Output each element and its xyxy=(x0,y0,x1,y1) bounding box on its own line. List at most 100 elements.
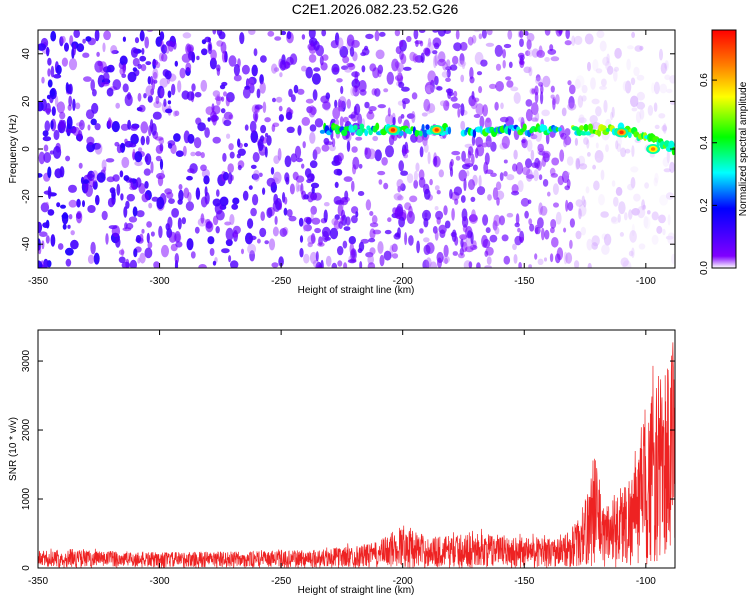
spectrogram-noise-cell xyxy=(469,67,474,80)
spectrogram-noise-cell xyxy=(439,229,446,238)
spectrogram-noise-cell xyxy=(541,150,551,159)
spectrogram-noise-cell xyxy=(459,53,465,65)
spectrogram-noise-cell xyxy=(111,189,116,200)
spectrogram-noise-cell xyxy=(429,178,433,186)
spectrogram-noise-cell xyxy=(665,192,674,200)
spectrogram-noise-cell xyxy=(450,96,458,102)
spectrogram-noise-cell xyxy=(561,107,567,117)
spectrogram-noise-cell xyxy=(209,248,215,256)
spectrogram-noise-cell xyxy=(443,244,449,258)
spectrogram-noise-cell xyxy=(44,108,52,113)
spectrogram-noise-cell xyxy=(471,153,475,165)
spectrogram-noise-cell xyxy=(408,205,413,218)
spectrogram-noise-cell xyxy=(575,75,585,88)
spectrogram-noise-cell xyxy=(544,57,550,62)
spectrogram-noise-cell xyxy=(633,66,640,77)
spectrogram-noise-cell xyxy=(475,103,484,116)
spectrogram-noise-cell xyxy=(278,256,284,267)
spectrogram-noise-cell xyxy=(534,253,538,260)
spectrogram-noise-cell xyxy=(434,206,439,211)
spectrogram-noise-cell xyxy=(594,150,604,163)
spectrogram-noise-cell xyxy=(68,214,73,220)
spectrogram-noise-cell xyxy=(278,105,283,112)
colorbar-tick-label: 0.0 xyxy=(699,261,710,275)
spectrogram-noise-cell xyxy=(286,126,295,133)
spectrogram-noise-cell xyxy=(285,176,290,185)
spectrogram-noise-cell xyxy=(324,141,333,146)
spectrogram-noise-cell xyxy=(460,103,465,117)
spectrogram-noise-cell xyxy=(578,208,582,220)
spectrogram-noise-cell xyxy=(273,67,280,72)
spectrogram-noise-cell xyxy=(83,76,92,82)
spectrogram-noise-cell xyxy=(43,144,49,152)
spectrogram-noise-cell xyxy=(346,98,351,109)
spectrogram-noise-cell xyxy=(126,193,135,202)
spectrogram-noise-cell xyxy=(494,226,500,235)
spectrogram-noise-cell xyxy=(42,222,50,229)
spectrogram-noise-cell xyxy=(249,120,257,133)
spectrogram-noise-cell xyxy=(157,175,164,187)
spectrogram-noise-cell xyxy=(408,235,414,246)
spectrogram-noise-cell xyxy=(166,191,174,199)
spectrogram-noise-cell xyxy=(183,187,190,199)
spectrogram-noise-cell xyxy=(527,199,532,205)
spectrogram-noise-cell xyxy=(115,237,121,248)
spectrogram-noise-cell xyxy=(459,41,468,51)
spectrogram-noise-cell xyxy=(82,52,90,58)
spectrogram-noise-cell xyxy=(587,262,592,268)
spectrogram-noise-cell xyxy=(631,107,638,112)
spectrogram-noise-cell xyxy=(225,227,234,241)
spectrogram-noise-cell xyxy=(391,58,399,72)
spectrogram-noise-cell xyxy=(437,30,446,37)
spectrogram-noise-cell xyxy=(567,102,577,111)
spectrogram-noise-cell xyxy=(171,208,180,218)
spectrogram-noise-cell xyxy=(593,180,600,191)
spectrogram-noise-cell xyxy=(129,142,137,148)
spectrogram-noise-cell xyxy=(415,162,420,172)
spectrogram-noise-cell xyxy=(355,136,363,141)
spectrogram-noise-cell xyxy=(185,62,192,72)
snr-x-axis-label: Height of straight line (km) xyxy=(298,585,415,596)
spectrogram-noise-cell xyxy=(285,111,293,121)
spectrogram-noise-cell xyxy=(493,214,501,227)
colorbar-tick-label: 0.2 xyxy=(699,198,710,212)
spectrogram-noise-cell xyxy=(452,103,461,109)
spectrogram-noise-cell xyxy=(65,128,74,134)
spectrogram-noise-cell xyxy=(177,217,182,230)
x-tick-label: -250 xyxy=(271,576,291,587)
spectrogram-noise-cell xyxy=(222,171,229,181)
spectrogram-noise-cell xyxy=(460,238,464,249)
spectrogram-noise-cell xyxy=(636,91,645,101)
spectrogram-noise-cell xyxy=(671,253,675,265)
spectrogram-noise-cell xyxy=(406,173,414,184)
spectrogram-noise-cell xyxy=(47,79,53,88)
spectrogram-noise-cell xyxy=(53,74,62,79)
y-tick-label: 40 xyxy=(21,48,32,60)
spectrogram-noise-cell xyxy=(502,49,506,59)
spectrogram-noise-cell xyxy=(379,31,386,37)
spectrogram-noise-cell xyxy=(216,30,223,36)
spectrogram-noise-cell xyxy=(366,111,375,120)
y-tick-label: -40 xyxy=(21,237,32,252)
spectrogram-noise-cell xyxy=(141,228,145,234)
spectrogram-noise-cell xyxy=(56,101,65,114)
spectrogram-noise-cell xyxy=(564,171,570,176)
spectrogram-noise-cell xyxy=(59,111,66,120)
spectrogram-noise-cell xyxy=(309,132,316,144)
spectrogram-noise-cell xyxy=(514,235,522,246)
spectrogram-noise-cell xyxy=(120,193,124,201)
spectrogram-noise-cell xyxy=(110,45,118,55)
spectrogram-noise-cell xyxy=(119,170,124,178)
spectrogram-noise-cell xyxy=(387,217,392,223)
spectrogram-noise-cell xyxy=(122,63,127,74)
spectrogram-noise-cell xyxy=(271,262,279,268)
spectrogram-noise-cell xyxy=(547,191,551,197)
spectrogram-noise-cell xyxy=(61,213,69,219)
spectrogram-noise-cell xyxy=(403,66,412,71)
spectrogram-noise-cell xyxy=(500,102,504,110)
spectrogram-noise-cell xyxy=(194,226,200,234)
spectrogram-noise-cell xyxy=(310,205,318,215)
spectrogram-noise-cell xyxy=(262,187,266,195)
spectrogram-noise-cell xyxy=(78,162,83,169)
spectrogram-noise-cell xyxy=(239,32,245,45)
